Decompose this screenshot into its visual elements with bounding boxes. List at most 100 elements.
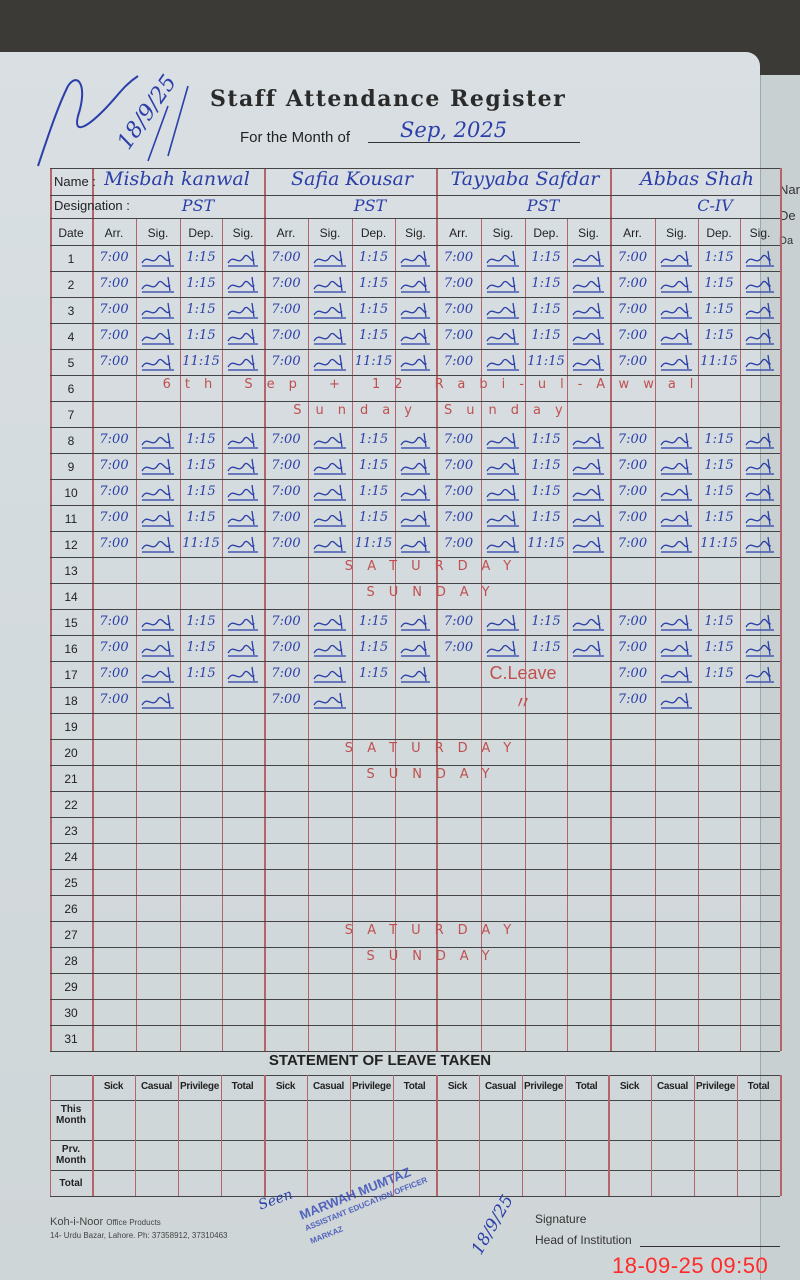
signature-icon xyxy=(400,250,430,267)
signature-icon xyxy=(660,666,692,683)
column-header: Dep. xyxy=(533,226,559,240)
row-rule xyxy=(50,1025,780,1026)
column-rule xyxy=(481,218,482,1051)
date-cell: 13 xyxy=(64,564,78,578)
leave-column-header: Total xyxy=(403,1081,426,1092)
leave-column-header: Sick xyxy=(103,1081,124,1092)
column-rule xyxy=(393,1075,394,1196)
departure-time: 11:15 xyxy=(354,354,393,369)
departure-time: 1:15 xyxy=(531,484,561,499)
column-rule xyxy=(698,218,699,1051)
signature-icon xyxy=(227,484,258,501)
leave-column-header: Casual xyxy=(313,1081,344,1092)
signature-label: Signature xyxy=(535,1212,587,1226)
departure-time: 1:15 xyxy=(704,302,734,317)
column-rule xyxy=(479,1075,480,1196)
arrival-time: 7:00 xyxy=(99,484,129,499)
departure-time: 1:15 xyxy=(186,666,216,681)
signature-icon xyxy=(660,510,692,527)
departure-time: 1:15 xyxy=(358,484,389,499)
signature-icon xyxy=(660,250,692,267)
signature-icon xyxy=(400,432,430,449)
row-rule xyxy=(50,1075,780,1076)
column-header: Dep. xyxy=(706,226,732,240)
column-rule xyxy=(264,1075,266,1196)
row-rule xyxy=(50,687,780,688)
row-rule xyxy=(50,791,780,792)
row-rule xyxy=(50,427,780,428)
row-annotation: SATURDAY xyxy=(344,741,526,756)
arrival-time: 7:00 xyxy=(99,432,129,447)
signature-icon xyxy=(313,666,346,683)
column-header: Arr. xyxy=(449,226,468,240)
leave-column-header: Privilege xyxy=(696,1081,735,1092)
date-cell: 8 xyxy=(67,434,75,448)
arrival-time: 7:00 xyxy=(443,484,474,499)
signature-icon xyxy=(660,536,692,553)
departure-time: 1:15 xyxy=(531,302,561,317)
column-rule xyxy=(395,218,396,1051)
departure-time: 1:15 xyxy=(531,614,561,629)
signature-icon xyxy=(572,354,604,371)
signature-icon xyxy=(572,276,604,293)
departure-time: 1:15 xyxy=(704,484,734,499)
row-rule xyxy=(50,739,780,740)
arrival-time: 7:00 xyxy=(271,614,301,629)
column-rule xyxy=(740,218,741,1051)
arrival-time: 7:00 xyxy=(443,536,474,551)
arrival-time: 7:00 xyxy=(443,432,474,447)
date-cell: 20 xyxy=(64,746,78,760)
row-rule xyxy=(50,557,780,558)
row-rule xyxy=(50,1170,780,1171)
signature-icon xyxy=(227,510,258,527)
signature-icon xyxy=(313,510,346,527)
date-cell: 30 xyxy=(64,1006,78,1020)
arrival-time: 7:00 xyxy=(617,432,648,447)
signature-icon xyxy=(313,458,346,475)
staff-designation: PST xyxy=(181,196,215,215)
signature-icon xyxy=(227,276,258,293)
signature-icon xyxy=(227,432,258,449)
date-cell: 7 xyxy=(67,408,75,422)
signature-icon xyxy=(572,536,604,553)
signature-icon xyxy=(227,640,258,657)
signature-icon xyxy=(486,432,519,449)
arrival-time: 7:00 xyxy=(271,666,301,681)
date-cell: 24 xyxy=(64,850,78,864)
column-rule xyxy=(608,1075,610,1196)
signature-icon xyxy=(227,458,258,475)
signature-icon xyxy=(660,328,692,345)
leave-column-header: Casual xyxy=(657,1081,688,1092)
row-annotation: 6th Sep + 12 Rabi-ul-Awwal xyxy=(162,377,708,392)
signature-icon xyxy=(313,250,346,267)
column-rule xyxy=(780,1075,782,1196)
column-header: Sig. xyxy=(147,226,169,240)
column-rule xyxy=(136,218,137,1051)
photo-timestamp: 18-09-25 09:50 xyxy=(612,1253,769,1278)
row-rule xyxy=(50,453,780,454)
signature-icon xyxy=(141,666,174,683)
row-rule xyxy=(50,713,780,714)
arrival-time: 7:00 xyxy=(617,250,648,265)
departure-time: 1:15 xyxy=(704,276,734,291)
row-annotation: SATURDAY xyxy=(344,559,526,574)
next-page-text: Nar xyxy=(779,182,800,197)
departure-time: 1:15 xyxy=(186,510,216,525)
arrival-time: 7:00 xyxy=(99,354,129,369)
signature-icon xyxy=(572,302,604,319)
signature-icon xyxy=(745,276,774,293)
row-rule xyxy=(50,947,780,948)
date-cell: 15 xyxy=(64,616,78,630)
signature-icon xyxy=(141,692,174,709)
arrival-time: 7:00 xyxy=(99,510,129,525)
leave-note: 〃 xyxy=(514,693,532,713)
signature-icon xyxy=(486,302,519,319)
date-cell: 12 xyxy=(64,538,78,552)
date-cell: 17 xyxy=(64,668,78,682)
column-rule xyxy=(307,1075,308,1196)
row-rule xyxy=(50,218,780,219)
signature-icon xyxy=(227,666,258,683)
date-cell: 23 xyxy=(64,824,78,838)
date-cell: 1 xyxy=(67,252,75,266)
column-rule xyxy=(655,218,656,1051)
